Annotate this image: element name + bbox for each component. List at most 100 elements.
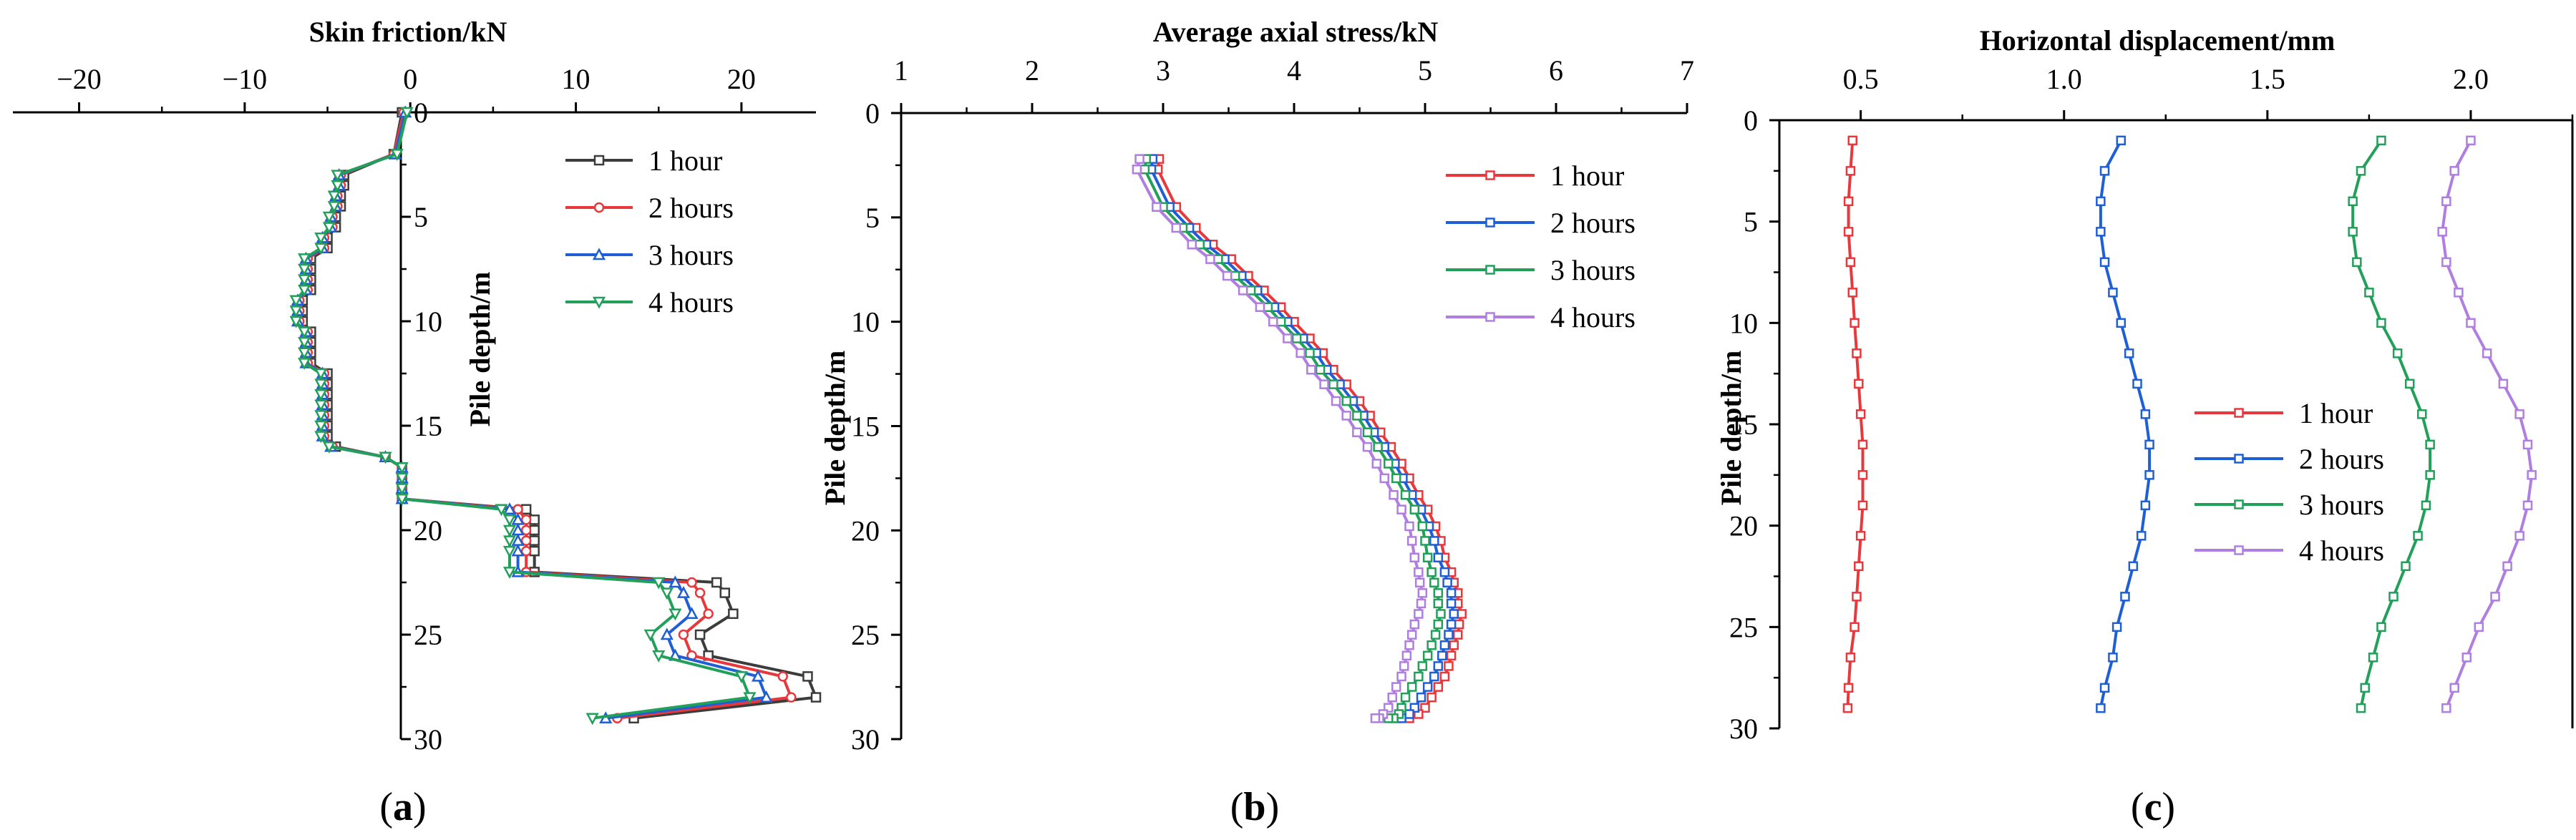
data-point [2461, 653, 2472, 663]
data-point [1843, 196, 1854, 207]
data-point [1843, 683, 1854, 693]
data-point [314, 232, 328, 245]
data-point [314, 399, 328, 412]
data-point [2124, 348, 2134, 358]
data-point [2108, 288, 2118, 298]
x-tick-label: 0 [403, 63, 417, 95]
y-tick-label: 30 [851, 723, 880, 756]
data-point [2144, 470, 2154, 480]
data-point [1449, 609, 1459, 619]
data-point [703, 608, 714, 620]
x-tick-label: 10 [562, 63, 590, 95]
y-tick-label: 20 [414, 514, 442, 547]
data-point [1429, 577, 1439, 587]
data-point [1845, 653, 1856, 663]
data-point [1352, 411, 1362, 421]
data-point [1389, 490, 1399, 500]
data-point [2404, 379, 2415, 389]
data-point [2441, 257, 2451, 268]
data-point [1429, 671, 1439, 682]
data-point [2514, 531, 2524, 541]
legend-label: 2 hours [1550, 207, 1635, 239]
data-point [1446, 619, 1457, 630]
data-point [2482, 348, 2492, 358]
legend-label: 3 hours [1550, 254, 1635, 286]
data-point [1454, 619, 1464, 630]
y-tick-label: 0 [414, 97, 428, 129]
data-point [2132, 379, 2142, 389]
data-point [331, 170, 344, 182]
data-point [1396, 671, 1406, 682]
data-point [2466, 135, 2476, 146]
data-point [289, 316, 303, 328]
legend-marker [2234, 499, 2244, 509]
data-point [669, 608, 682, 621]
data-point [1855, 409, 1866, 419]
data-point [1843, 227, 1854, 237]
data-point [751, 669, 765, 682]
data-point [759, 690, 773, 703]
panel-label: (a) [379, 785, 426, 829]
data-point [669, 575, 682, 588]
data-point [711, 577, 722, 588]
chart-panel-b: 1 2 3 4 5 6 7 0 5 10 15 20 25 30 Average axial stress/… [819, 16, 1694, 829]
legend-label: 2 hours [648, 192, 734, 224]
y-tick-label: 30 [414, 723, 442, 756]
data-point [298, 336, 311, 349]
data-point [314, 389, 328, 401]
data-point [1442, 577, 1452, 587]
data-point [2140, 409, 2151, 419]
data-point [529, 535, 540, 546]
data-point [314, 431, 328, 444]
data-point [314, 379, 328, 391]
data-point [529, 545, 540, 557]
data-point [728, 608, 739, 620]
data-point [520, 535, 532, 546]
x-axis-title: Average axial stress/kN [1153, 16, 1439, 48]
data-point [1222, 270, 1233, 281]
data-point [495, 504, 508, 517]
data-point [1391, 473, 1401, 484]
legend: 1 hour 2 hours 3 hours 4 hours [1446, 160, 1635, 333]
data-point [2352, 257, 2362, 268]
data-point [1422, 552, 1433, 562]
data-point [502, 524, 517, 537]
data-point [1391, 682, 1401, 692]
y-tick-label: 0 [1744, 104, 1758, 137]
data-point [1433, 661, 1444, 671]
data-point [1362, 427, 1373, 437]
data-point [1213, 254, 1223, 264]
data-point [1296, 348, 1306, 358]
data-point [2441, 196, 2451, 207]
data-point [314, 368, 328, 381]
data-point [1134, 154, 1144, 164]
y-axis-title: Pile depth/m [464, 272, 496, 427]
data-point [1414, 671, 1424, 682]
data-point [1842, 703, 1853, 713]
y-tick-label: 25 [851, 619, 880, 651]
data-point [400, 107, 414, 119]
y-tick-label: 20 [1729, 510, 1758, 542]
data-point [1852, 348, 1862, 358]
data-point [2522, 500, 2533, 511]
legend-label: 1 hour [2299, 397, 2373, 429]
data-point [1417, 521, 1428, 532]
data-point [2417, 409, 2427, 419]
x-tick-label: −20 [57, 63, 102, 95]
data-point [2425, 470, 2435, 480]
panel-label: (b) [1230, 785, 1279, 829]
data-point [1187, 240, 1197, 250]
data-point [1352, 427, 1362, 437]
data-point [660, 587, 674, 600]
legend-marker [592, 248, 606, 260]
legend: 1 hour 2 hours 3 hours 4 hours [2195, 397, 2384, 567]
data-point [2099, 257, 2110, 268]
data-point [652, 650, 666, 663]
data-point [298, 326, 311, 339]
chart-panel-a: −20 −10 0 10 20 0 5 10 15 20 25 30 Skin friction/kN P… [13, 16, 822, 829]
legend-marker [1485, 170, 1495, 180]
legend-label: 4 hours [2299, 534, 2384, 567]
series-2 [2096, 135, 2154, 713]
data-point [1205, 254, 1215, 264]
data-point [643, 629, 657, 642]
